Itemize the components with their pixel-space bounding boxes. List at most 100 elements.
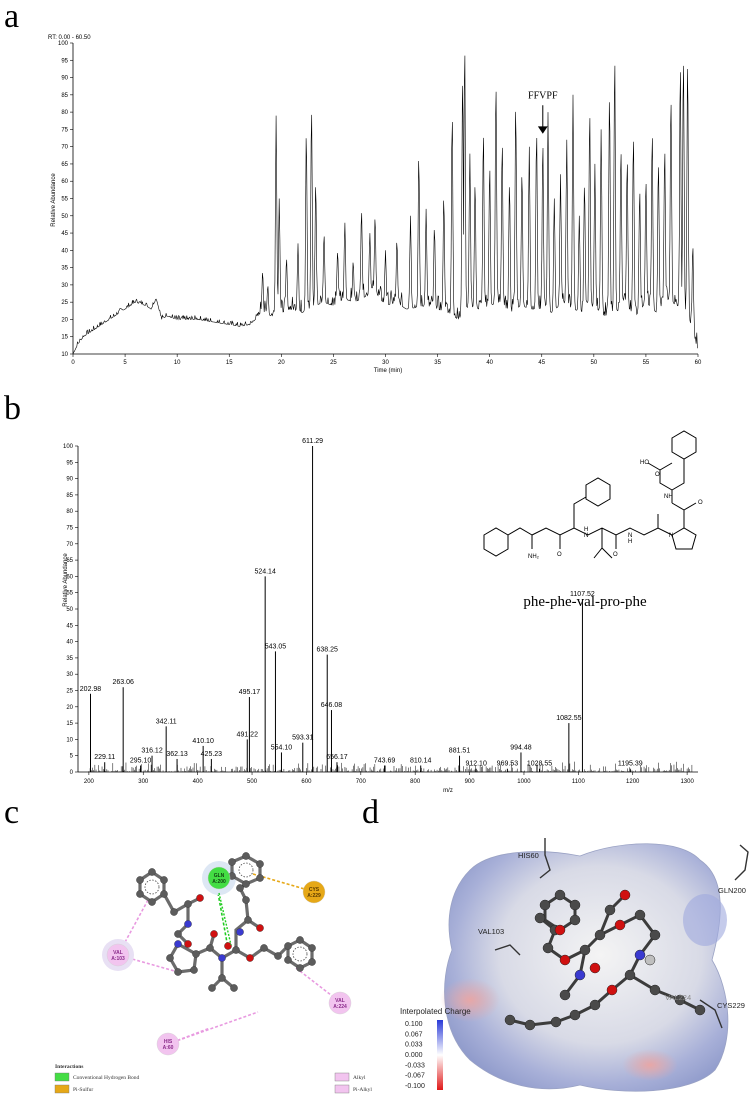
ligand-atom (148, 898, 156, 906)
ligand-atom-3d (649, 984, 661, 996)
spectrum-y-tick-label: 30 (66, 672, 73, 678)
ligand-atom (174, 930, 182, 938)
chromatogram-y-tick-label: 65 (61, 162, 68, 168)
spectrum-x-tick-label: 1300 (680, 779, 694, 785)
spectrum-y-tick-label: 90 (66, 477, 73, 483)
residue-chain-his: A:60 (163, 1045, 174, 1051)
legend-label-alkyl: Alkyl (353, 1075, 366, 1081)
spectrum-x-tick-label: 400 (193, 779, 204, 785)
alkyl-line-5 (167, 1011, 259, 1045)
ligand-atom-3d (504, 1014, 516, 1026)
atom-nh2: NH₂ (528, 554, 540, 560)
ligand-atom-3d (554, 924, 566, 936)
legend-swatch-hbond (54, 1072, 70, 1082)
ligand-atom (236, 928, 244, 936)
pro-carbonyl-o (683, 502, 697, 511)
chromatogram-y-tick-label: 30 (61, 283, 68, 289)
ligand-atom-3d (589, 999, 601, 1011)
spectrum-peak-label: 316.12 (141, 748, 163, 755)
colorbar-tick-label: -0.033 (405, 1062, 425, 1069)
ligand-atom (218, 974, 226, 982)
atom-h2: H (628, 539, 632, 545)
spectrum-y-tick-label: 35 (66, 656, 73, 662)
colorbar-tick-label: 0.033 (405, 1042, 423, 1049)
ligand-atom (228, 858, 236, 866)
residue-disc-his (156, 1032, 180, 1056)
spectrum-y-tick-label: 70 (66, 542, 73, 548)
spectrum-y-tick-label: 20 (66, 705, 73, 711)
chromatogram-x-tick-label: 40 (486, 360, 493, 366)
spectrum-x-tick-label: 800 (410, 779, 421, 785)
ffvpf-annotation-label: FFVPF (528, 90, 558, 101)
spectrum-y-tick-label: 75 (66, 526, 73, 532)
spectrum-y-tick-label: 55 (66, 591, 73, 597)
residue-disc-val103 (106, 943, 130, 967)
label-val103: VAL103 (478, 927, 504, 936)
residue-chain-val224: A:224 (333, 1004, 347, 1010)
residue-name-cys: CYS (309, 887, 320, 893)
ligand-atom-3d (579, 944, 591, 956)
atom-n2: N (628, 533, 632, 539)
ligand-atom (242, 896, 250, 904)
spectrum-x-tick-label: 700 (356, 779, 367, 785)
ligand-atom (210, 930, 218, 938)
chromatogram-y-tick-label: 45 (61, 231, 68, 237)
spectrum-peak-label: 969.53 (497, 761, 519, 768)
spectrum-peak-label: 362.13 (166, 751, 188, 758)
atom-n1: N (584, 533, 588, 539)
negative-patch-bottom (622, 1049, 678, 1081)
ligand-atom (174, 940, 182, 948)
label-gln200: GLN200 (718, 886, 746, 895)
spectrum-y-tick-label: 50 (66, 607, 73, 613)
phenyl-ring-1 (483, 527, 509, 557)
ligand-atom-3d (559, 989, 571, 1001)
ligand-atom (206, 944, 214, 952)
ligand-atom (296, 964, 304, 972)
spectrum-x-tick-label: 600 (301, 779, 312, 785)
chromatogram-x-tick-label: 10 (174, 360, 181, 366)
hbond-line (217, 892, 229, 949)
ligand-atom-3d (539, 899, 551, 911)
spectrum-y-tick-label: 60 (66, 574, 73, 580)
panel-label-c: c (4, 794, 20, 831)
ligand-atom (224, 942, 232, 950)
legend-label-pisulfur: Pi-Sulfur (73, 1086, 93, 1093)
colorbar-tick-label: 0.067 (405, 1031, 423, 1038)
residue-sticks (494, 838, 749, 1029)
ligand-atom-3d (634, 949, 646, 961)
atom-ho: HO (640, 460, 649, 466)
label-cys229: CYS229 (717, 1001, 745, 1010)
ligand-atom-3d (674, 994, 686, 1006)
chromatogram-y-tick-label: 75 (61, 127, 68, 133)
ligand-atom-3d (574, 969, 586, 981)
phe5-sidechain (671, 468, 685, 491)
spectrum-y-tick-label: 85 (66, 493, 73, 499)
chromatogram-y-tick-label: 15 (61, 335, 68, 341)
atom-n-pro: N (669, 533, 673, 539)
protein-surface (444, 843, 729, 1092)
spectrum-y-tick-label: 10 (66, 737, 73, 743)
residue-chain-cys: A:229 (307, 893, 321, 899)
residue-chain-gln: A:200 (212, 879, 226, 885)
val-methyl (601, 547, 613, 559)
chromatogram-x-axis-label: Time (min) (374, 368, 402, 374)
ligand-atom (218, 954, 226, 962)
ligand-atom (184, 920, 192, 928)
spectrum-peak-label: 263.06 (112, 679, 134, 686)
spectrum-peak-label: 342.11 (156, 718, 177, 725)
chromatogram-y-tick-label: 55 (61, 197, 68, 203)
chromatogram-trace (72, 55, 698, 355)
ligand-atom-3d (644, 954, 656, 966)
spectrum-peak-label: 638.25 (317, 647, 339, 654)
colorbar-gradient (437, 1020, 443, 1090)
chromatogram-x-tick-label: 35 (434, 360, 441, 366)
ligand-atom-3d (534, 912, 546, 924)
ligand-atom (242, 852, 250, 860)
colorbar-tick-label: -0.100 (405, 1083, 425, 1090)
ligand-atom (170, 908, 178, 916)
structure-atom-labels: HO O NH O N N H O H N NH₂ O (528, 460, 703, 560)
residue-chain-val103: A:103 (111, 956, 125, 962)
spectrum-peak-label: 912.10 (465, 761, 487, 768)
label-his60: HIS60 (518, 851, 539, 860)
